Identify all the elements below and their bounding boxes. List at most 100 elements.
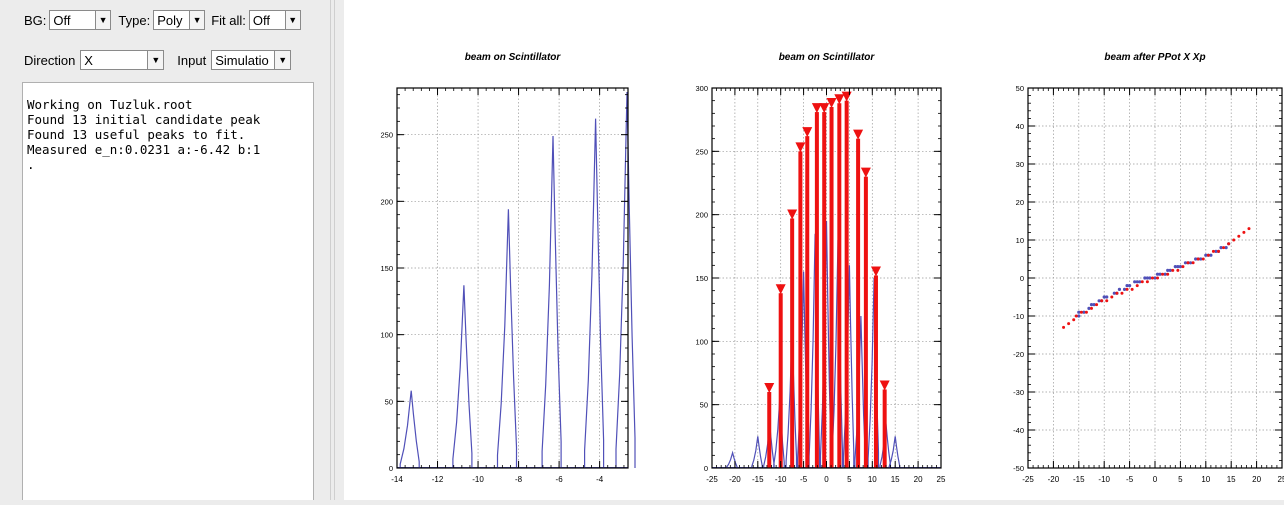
- x-tick-label: 0: [824, 475, 829, 484]
- chart-title: beam on Scintillator: [465, 52, 562, 63]
- histogram-peak: [496, 209, 518, 468]
- y-tick-label: -20: [1013, 350, 1024, 359]
- x-tick-label: -8: [515, 475, 523, 484]
- scatter-point-red: [1186, 261, 1190, 265]
- chevron-down-icon[interactable]: ▼: [274, 51, 291, 69]
- scatter-point-red: [1145, 280, 1149, 284]
- scatter-point-blue: [1133, 280, 1137, 284]
- histogram-peak: [584, 118, 605, 468]
- x-tick-label: -10: [775, 475, 787, 484]
- scatter-point-red: [1166, 272, 1170, 276]
- type-select[interactable]: Poly ▼: [153, 10, 206, 30]
- x-tick-label: -10: [472, 475, 484, 484]
- scatter-point-red: [1222, 246, 1226, 250]
- x-tick-label: -15: [752, 475, 764, 484]
- scatter-point-red: [1171, 268, 1175, 272]
- scatter-point-red: [1090, 306, 1093, 310]
- fitall-select[interactable]: Off ▼: [248, 10, 301, 30]
- input-select[interactable]: Simulatio ▼: [211, 50, 292, 70]
- scatter-point-red: [1201, 257, 1205, 261]
- y-tick-label: -50: [1013, 464, 1024, 473]
- scatter-point-blue: [1183, 261, 1188, 265]
- bg-select[interactable]: Off ▼: [49, 10, 112, 30]
- peak-marker-triangle: [860, 167, 871, 178]
- x-tick-label: 5: [1178, 475, 1183, 484]
- scatter-point-red: [1125, 287, 1129, 291]
- scatter-point-red: [1247, 227, 1251, 231]
- scatter-point-red: [1196, 257, 1200, 261]
- x-tick-label: -12: [432, 475, 444, 484]
- histogram-peak: [541, 135, 562, 468]
- scatter-point-blue: [1077, 314, 1081, 318]
- x-tick-label: 15: [1227, 475, 1236, 484]
- splitter-line: [334, 0, 335, 500]
- chart-title: beam after PPot X Xp: [1104, 52, 1205, 63]
- x-tick-label: -14: [391, 475, 403, 484]
- scatter-point-red: [1206, 253, 1210, 257]
- peak-marker-bar: [767, 392, 772, 468]
- scatter-point-blue: [1089, 303, 1094, 307]
- scatter-point-red: [1242, 230, 1246, 234]
- histogram-peak: [615, 91, 636, 468]
- scatter-point-red: [1079, 310, 1083, 314]
- log-console[interactable]: Working on Tuzluk.root Found 13 initial …: [22, 82, 314, 500]
- scatter-point-red: [1100, 299, 1104, 303]
- y-tick-label: 250: [380, 131, 393, 140]
- y-tick-label: 200: [695, 211, 708, 220]
- scatter-point-blue: [1153, 276, 1157, 280]
- type-select-value: Poly: [157, 12, 183, 28]
- peak-marker-triangle: [795, 142, 806, 153]
- chart-title: beam on Scintillator: [779, 52, 876, 63]
- scatter-point-red: [1191, 261, 1195, 265]
- x-tick-label: 15: [891, 475, 900, 484]
- peak-marker-triangle: [819, 103, 830, 114]
- scatter-point-red: [1110, 295, 1114, 299]
- scatter-point-red: [1211, 249, 1215, 253]
- scatter-point-red: [1232, 238, 1236, 242]
- peak-marker-bar: [837, 103, 842, 468]
- peak-marker-triangle: [811, 103, 822, 114]
- x-tick-label: 20: [1252, 475, 1261, 484]
- scatter-point-blue: [1117, 287, 1122, 291]
- x-tick-label: -6: [556, 475, 564, 484]
- peak-marker-triangle: [802, 127, 813, 138]
- scatter-point-blue: [1148, 276, 1152, 280]
- y-tick-label: 150: [380, 264, 393, 273]
- plot-canvas[interactable]: beam on Scintillator -14 -12 -10 -8 -6 -4 0 50 10…: [344, 0, 1284, 500]
- peak-marker-bar: [856, 138, 861, 468]
- panel-splitter[interactable]: [322, 0, 344, 500]
- chevron-down-icon[interactable]: ▼: [284, 11, 300, 29]
- scatter-point-blue: [1168, 268, 1172, 272]
- x-tick-label: -25: [706, 475, 718, 484]
- control-panel: BG: Off ▼ Type: Poly ▼ Fit all: Off ▼ Di…: [0, 0, 323, 500]
- scatter-point-blue: [1112, 291, 1116, 295]
- peak-marker-bar: [790, 218, 795, 468]
- chevron-down-icon[interactable]: ▼: [147, 51, 164, 69]
- y-tick-label: 20: [1016, 198, 1024, 207]
- peak-marker-bar: [863, 176, 868, 468]
- plot-frame: [396, 87, 629, 469]
- peak-marker-triangle: [826, 98, 837, 108]
- chevron-down-icon[interactable]: ▼: [94, 11, 111, 29]
- log-line: Measured e_n:0.0231 a:-6.42 b:1: [27, 142, 261, 157]
- scatter-point-red: [1150, 276, 1154, 280]
- scatter-point-red: [1120, 291, 1124, 295]
- y-tick-label: 150: [695, 274, 708, 283]
- bg-select-value: Off: [53, 12, 71, 28]
- bg-label: BG:: [24, 12, 47, 28]
- x-tick-label: -15: [1073, 475, 1085, 484]
- y-tick-label: -30: [1013, 388, 1024, 397]
- scatter-point-blue: [1135, 280, 1139, 284]
- y-tick-label: 50: [1016, 84, 1024, 93]
- chevron-down-icon[interactable]: ▼: [188, 11, 205, 29]
- peak-marker-bar: [778, 293, 783, 468]
- y-tick-label: 0: [704, 464, 708, 473]
- log-line: Found 13 useful peaks to fit.: [27, 127, 246, 142]
- scatter-point-red: [1072, 318, 1076, 322]
- splitter-line: [330, 0, 331, 500]
- scatter-point-red: [1217, 249, 1220, 253]
- scatter-point-red: [1105, 299, 1109, 303]
- x-tick-label: -5: [800, 475, 808, 484]
- peak-marker-triangle: [870, 266, 881, 277]
- direction-select[interactable]: X ▼: [80, 50, 165, 70]
